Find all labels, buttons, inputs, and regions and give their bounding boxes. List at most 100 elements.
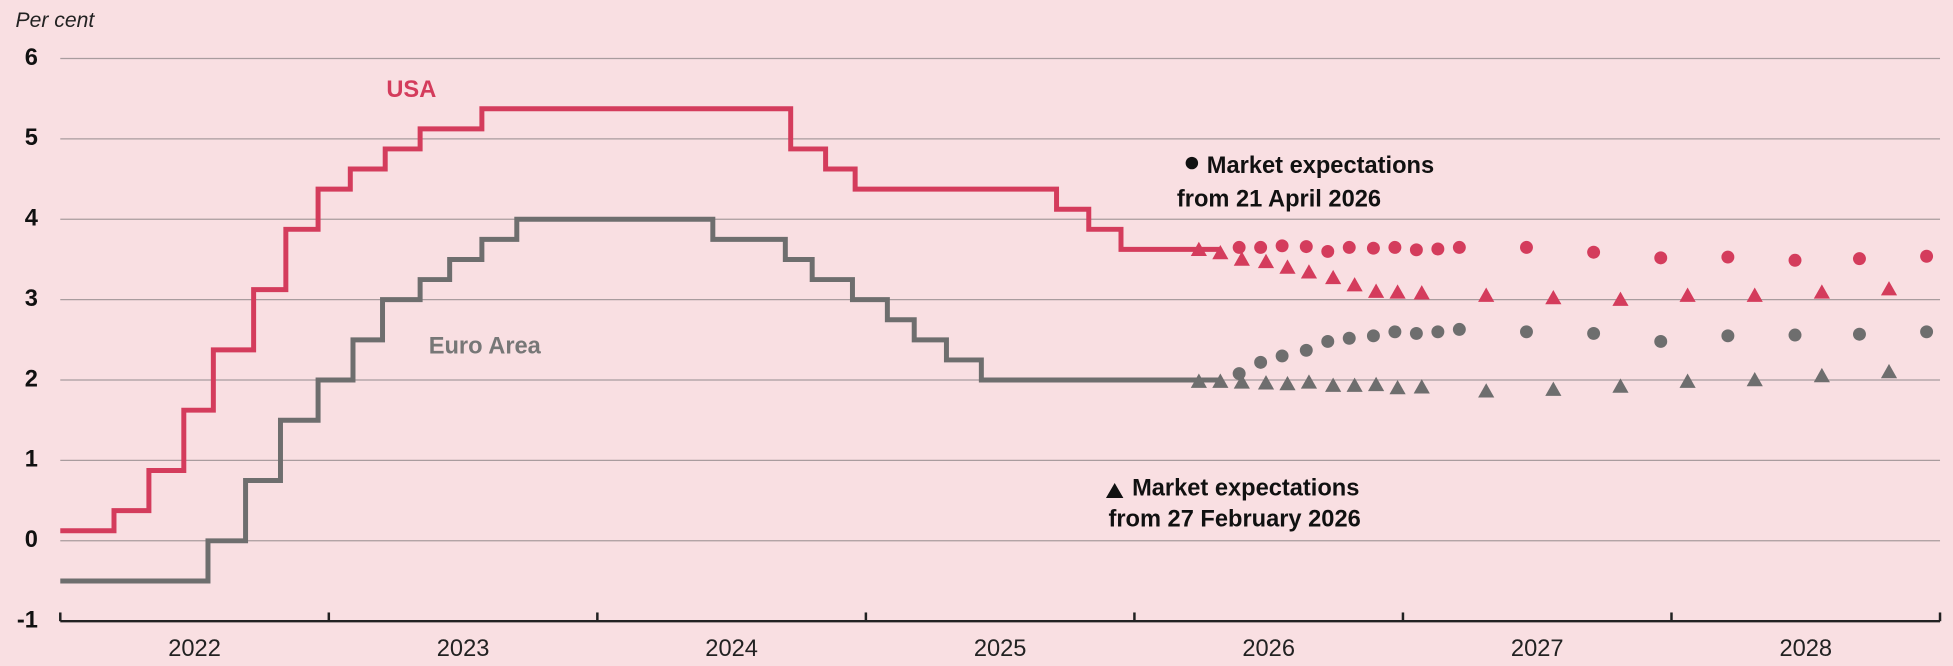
- expectation-dot: [1520, 240, 1533, 254]
- expectation-triangle: [1346, 277, 1363, 292]
- expectation-triangle: [1880, 281, 1898, 296]
- expectation-dot: [1254, 355, 1268, 369]
- expectation-dot: [1920, 325, 1934, 339]
- expectation-dot: [1654, 334, 1668, 348]
- expectation-dot: [1342, 240, 1356, 254]
- expectation-triangle: [1233, 251, 1250, 266]
- expectation-dot: [1654, 251, 1668, 265]
- expectation-dot: [1452, 322, 1466, 336]
- y-tick-label: 4: [25, 206, 39, 232]
- y-axis-label: Per cent: [15, 9, 95, 32]
- annotation: Market expectations: [1207, 153, 1434, 179]
- expectation-dot: [1388, 325, 1402, 339]
- x-tick-label: 2025: [974, 636, 1027, 662]
- expectation-triangle: [1880, 363, 1898, 379]
- expectation-triangle: [1257, 253, 1275, 269]
- expectation-triangle: [1325, 377, 1342, 392]
- expectation-dot: [1520, 325, 1533, 339]
- y-tick-label: 5: [25, 125, 38, 151]
- step-line: [60, 216, 1221, 584]
- expectation-triangle: [1413, 285, 1430, 300]
- expectation-dot: [1299, 240, 1313, 254]
- expectation-triangle: [1813, 367, 1830, 383]
- legend-triangle: [1105, 483, 1124, 498]
- expectation-dot: [1409, 326, 1423, 340]
- expectation-triangle: [1212, 244, 1229, 260]
- expectation-dot: [1299, 343, 1313, 357]
- expectation-dot: [1852, 327, 1866, 341]
- y-tick-label: 6: [25, 45, 38, 71]
- expectation-dot: [1721, 329, 1735, 343]
- expectation-triangle: [1478, 383, 1495, 398]
- expectation-triangle: [1413, 379, 1430, 394]
- expectation-dot: [1366, 241, 1380, 255]
- x-tick-label: 2028: [1779, 636, 1832, 662]
- expectation-triangle: [1478, 287, 1495, 302]
- expectation-dot: [1254, 240, 1268, 254]
- expectation-triangle: [1545, 289, 1562, 305]
- expectation-triangle: [1257, 375, 1275, 390]
- annotation: Euro Area: [429, 334, 542, 360]
- x-tick-label: 2026: [1242, 636, 1295, 662]
- expectation-triangle: [1612, 378, 1629, 393]
- expectation-dot: [1431, 325, 1445, 339]
- x-tick-label: 2024: [705, 636, 758, 662]
- expectation-dot: [1788, 328, 1802, 342]
- expectation-dot: [1788, 253, 1802, 267]
- expectation-triangle: [1190, 373, 1207, 388]
- x-tick-label: 2022: [168, 636, 221, 662]
- y-tick-label: 2: [25, 366, 38, 392]
- annotation: from 21 April 2026: [1177, 187, 1381, 213]
- expectation-triangle: [1300, 374, 1318, 389]
- expectation-triangle: [1746, 287, 1763, 302]
- x-tick-label: 2023: [437, 636, 490, 662]
- expectation-dot: [1321, 334, 1335, 348]
- expectation-triangle: [1679, 373, 1696, 388]
- expectation-triangle: [1389, 284, 1406, 299]
- expectation-dot: [1587, 245, 1601, 259]
- expectation-triangle: [1233, 374, 1250, 389]
- expectation-triangle: [1389, 379, 1406, 395]
- annotation: Market expectations: [1132, 475, 1359, 501]
- expectation-triangle: [1212, 373, 1229, 388]
- expectation-triangle: [1279, 259, 1296, 274]
- expectation-dot: [1721, 250, 1735, 264]
- x-tick-label: 2027: [1511, 636, 1564, 662]
- expectation-dot: [1852, 252, 1866, 266]
- expectation-triangle: [1300, 264, 1318, 279]
- y-tick-label: 3: [25, 286, 38, 312]
- expectation-dot: [1366, 329, 1380, 343]
- step-line: [60, 106, 1221, 534]
- annotation: USA: [386, 77, 436, 103]
- expectation-dot: [1275, 239, 1289, 253]
- expectation-triangle: [1746, 371, 1763, 387]
- expectation-dot: [1587, 326, 1601, 340]
- expectation-triangle: [1612, 291, 1629, 306]
- expectation-triangle: [1545, 381, 1562, 396]
- y-tick-label: -1: [17, 607, 38, 633]
- expectation-triangle: [1679, 287, 1696, 302]
- y-tick-label: 1: [25, 447, 38, 473]
- expectation-dot: [1342, 331, 1356, 345]
- expectation-triangle: [1190, 241, 1207, 257]
- expectation-dot: [1920, 249, 1934, 263]
- expectation-dot: [1452, 240, 1466, 254]
- expectation-dot: [1275, 349, 1289, 363]
- expectation-dot: [1431, 242, 1445, 256]
- y-tick-label: 0: [25, 527, 38, 553]
- expectation-triangle: [1368, 376, 1385, 392]
- expectation-triangle: [1346, 377, 1363, 392]
- expectation-triangle: [1368, 283, 1385, 298]
- expectation-triangle: [1325, 269, 1342, 285]
- expectation-triangle: [1279, 375, 1296, 391]
- expectation-dot: [1409, 243, 1423, 257]
- legend-circle: [1185, 156, 1199, 170]
- expectation-dot: [1321, 244, 1335, 258]
- expectation-dot: [1388, 240, 1402, 254]
- expectation-triangle: [1813, 284, 1830, 299]
- expectation-dot: [1232, 240, 1246, 254]
- annotation: from 27 February 2026: [1108, 507, 1360, 533]
